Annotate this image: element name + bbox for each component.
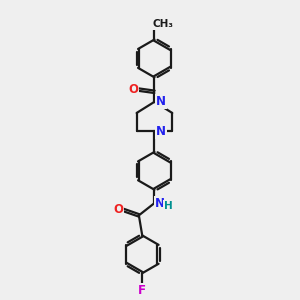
Text: N: N [156,125,166,138]
Text: N: N [156,95,166,108]
Text: O: O [128,83,139,96]
Text: O: O [113,203,123,216]
Text: F: F [138,284,146,297]
Text: N: N [155,196,165,210]
Text: CH₃: CH₃ [152,19,173,29]
Text: H: H [164,201,172,211]
